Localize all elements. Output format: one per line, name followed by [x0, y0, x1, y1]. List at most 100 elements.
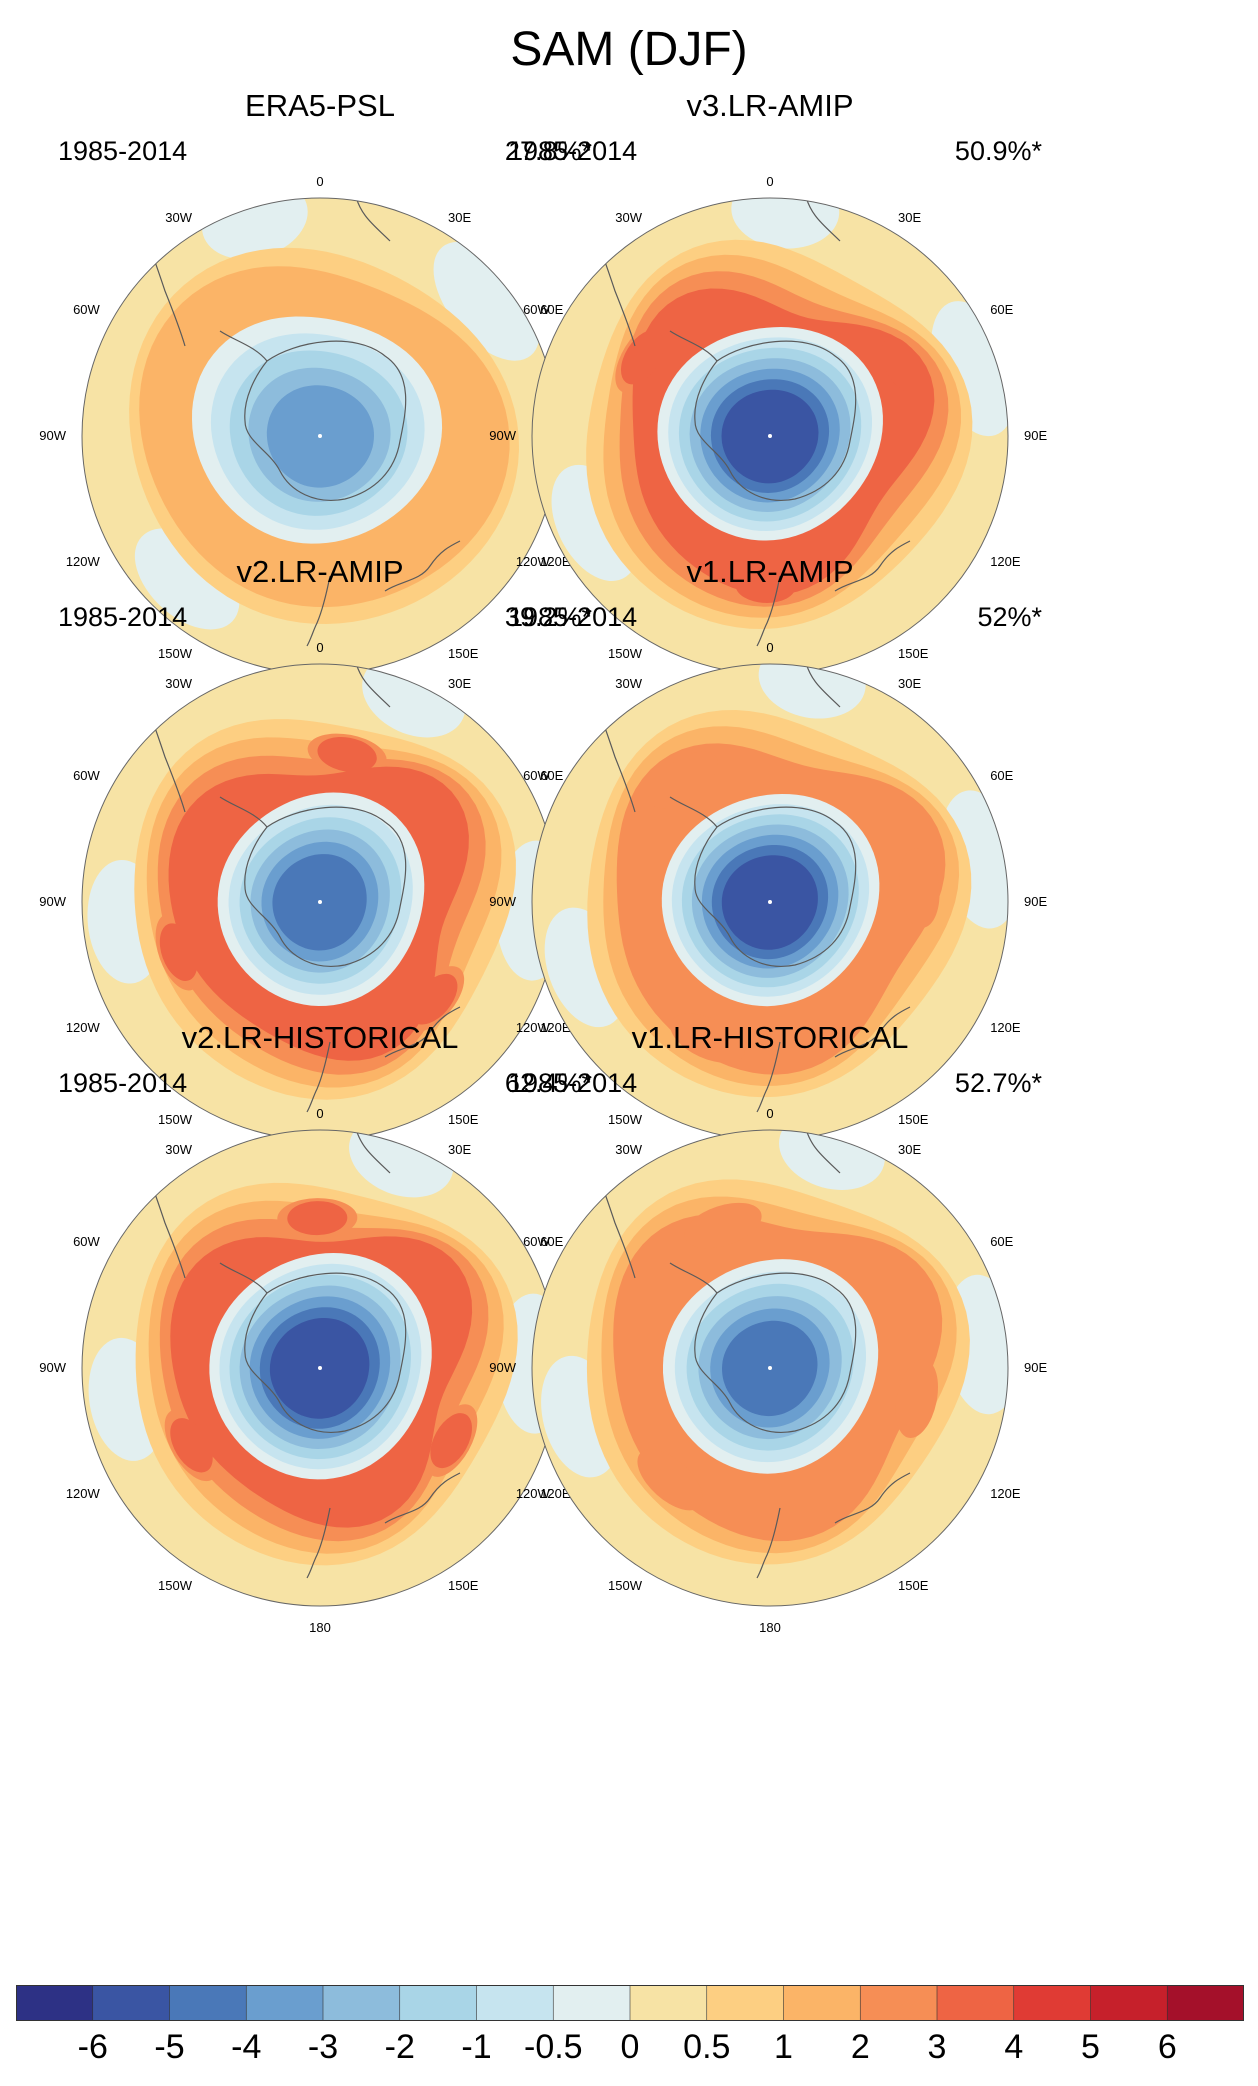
new-zealand-coastline [306, 575, 331, 647]
south-pole-marker [318, 900, 322, 904]
new-zealand-coastline [756, 575, 781, 647]
longitude-label: 90W [39, 894, 66, 909]
south-pole-marker [768, 434, 772, 438]
colorbar-swatch [706, 1985, 784, 2021]
map-panel: v1.LR-HISTORICAL 1985-2014 52.7%* 0 30E 60E 90… [470, 1020, 1070, 1640]
positive-lobe [287, 1201, 348, 1236]
australia-coastline [834, 1006, 911, 1058]
longitude-label: 90W [489, 894, 516, 909]
colorbar-swatch [937, 1985, 1015, 2021]
longitude-label: 150E [448, 646, 479, 661]
longitude-label: 60E [540, 768, 563, 783]
colorbar-tick-label: 4 [1004, 2028, 1024, 2066]
longitude-label: 180 [309, 1620, 331, 1635]
longitude-label: 0 [766, 1106, 773, 1121]
longitude-label: 90E [1024, 1360, 1047, 1375]
field-contours [532, 198, 1008, 674]
longitude-label: 60E [540, 1234, 563, 1249]
longitude-label: 180 [759, 1620, 781, 1635]
australia-coastline [384, 540, 461, 592]
longitude-label: 30W [615, 676, 642, 691]
field-contours [82, 198, 558, 674]
new-zealand-coastline [306, 1507, 331, 1579]
longitude-label: 90E [1024, 428, 1047, 443]
longitude-label: 30W [165, 676, 192, 691]
longitude-label: 120W [516, 1486, 551, 1501]
longitude-label: 90W [489, 1360, 516, 1375]
colorbar-tick-label: 6 [1157, 2028, 1177, 2066]
colorbar-swatch [92, 1985, 170, 2021]
colorbar-tick-label: 0 [620, 2028, 640, 2066]
positive-lobe [895, 1359, 939, 1438]
positive-lobe [637, 1449, 703, 1511]
longitude-label: 60W [523, 768, 550, 783]
longitude-label: 0 [316, 174, 323, 189]
negative-patch [731, 198, 840, 249]
colorbar-swatch [16, 1985, 94, 2021]
map-panel: v2.LR-HISTORICAL 1985-2014 62.4%* 0 30E 60E 90… [20, 1020, 620, 1640]
antarctic-peninsula-coastline [219, 1262, 268, 1294]
antarctic-peninsula-coastline [669, 796, 718, 828]
antarctica-coastline [694, 1272, 857, 1433]
colorbar-tick-label: -3 [307, 2028, 339, 2066]
explained-variance: 52%* [977, 602, 1042, 632]
colorbar-swatch [783, 1985, 861, 2021]
antarctica-coastline [694, 340, 857, 501]
antarctica-coastline [244, 806, 407, 967]
south-pole-marker [318, 1366, 322, 1370]
period-label: 1985-2014 [58, 136, 188, 166]
field-contours [532, 664, 1008, 1140]
antarctica-coastline [244, 340, 407, 501]
positive-lobe [620, 330, 664, 385]
longitude-label: 150W [608, 1112, 643, 1127]
colorbar-swatch [246, 1985, 324, 2021]
positive-lobe [317, 736, 377, 773]
longitude-label: 150W [158, 1578, 193, 1593]
longitude-label: 30W [615, 210, 642, 225]
explained-variance: 39.2%* [504, 602, 592, 632]
explained-variance: 62.4%* [504, 1068, 592, 1098]
new-zealand-coastline [756, 1507, 781, 1579]
panel-title: v2.LR-HISTORICAL [181, 1020, 459, 1055]
longitude-label: 60E [990, 302, 1013, 317]
longitude-label: 150W [608, 1578, 643, 1593]
longitude-label: 150E [448, 1112, 479, 1127]
longitude-label: 120E [990, 1020, 1021, 1035]
colorbar-swatch [169, 1985, 247, 2021]
longitude-label: 30W [165, 1142, 192, 1157]
map-panel: v3.LR-AMIP 1985-2014 50.9%* 0 30E 60E 90E 120E 1… [470, 88, 1070, 708]
colorbar-frame [16, 1985, 1244, 2021]
colorbar [16, 1985, 1244, 2021]
longitude-label: 60E [990, 768, 1013, 783]
field-contours [82, 1130, 558, 1606]
explained-variance: 52.7%* [954, 1068, 1042, 1098]
negative-patch [758, 664, 866, 719]
longitude-label: 150W [158, 646, 193, 661]
panel-title: v3.LR-AMIP [686, 88, 854, 123]
new-zealand-coastline [306, 1041, 331, 1113]
colorbar-swatch [553, 1985, 631, 2021]
longitude-label: 120W [516, 554, 551, 569]
longitude-label: 0 [766, 640, 773, 655]
colorbar-tick-label: 1 [774, 2028, 793, 2066]
longitude-label: 150W [158, 1112, 193, 1127]
period-label: 1985-2014 [508, 602, 638, 632]
longitude-label: 150W [608, 646, 643, 661]
colorbar-labels: -6 -5 -4 -3 -2 -1 -0.5 0 0.5 1 2 3 4 5 6 [0, 2022, 1258, 2072]
longitude-label: 0 [316, 1106, 323, 1121]
colorbar-tick-label: 0.5 [683, 2028, 731, 2066]
colorbar-tick-label: -6 [77, 2028, 108, 2066]
field-contours [82, 664, 558, 1140]
longitude-label: 60E [990, 1234, 1013, 1249]
longitude-label: 60W [73, 302, 100, 317]
colorbar-tick-label: -1 [461, 2028, 492, 2066]
longitude-label: 150E [448, 1578, 479, 1593]
positive-lobe [170, 1418, 213, 1473]
explained-variance: 27.8%* [504, 136, 592, 166]
longitude-label: 150E [898, 1112, 929, 1127]
longitude-label: 0 [766, 174, 773, 189]
